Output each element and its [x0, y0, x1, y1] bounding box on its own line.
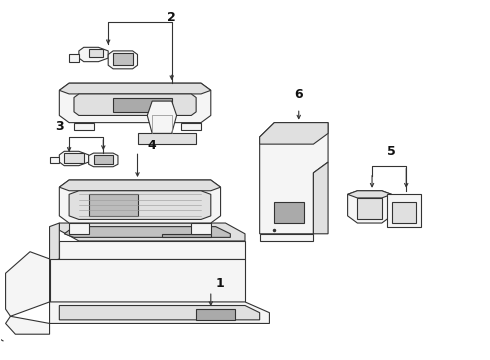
Polygon shape [5, 316, 49, 334]
Polygon shape [5, 252, 49, 316]
Polygon shape [260, 234, 314, 241]
Text: 3: 3 [55, 120, 64, 134]
Polygon shape [347, 191, 392, 198]
Polygon shape [94, 155, 113, 164]
Polygon shape [113, 98, 172, 112]
Polygon shape [69, 54, 79, 62]
Polygon shape [59, 83, 211, 123]
Polygon shape [181, 123, 201, 130]
Text: 1: 1 [216, 278, 224, 291]
Polygon shape [49, 223, 59, 262]
Polygon shape [59, 223, 245, 241]
Polygon shape [260, 123, 328, 144]
Polygon shape [69, 191, 211, 220]
Polygon shape [138, 134, 196, 144]
Polygon shape [196, 309, 235, 320]
Polygon shape [147, 101, 176, 134]
Polygon shape [162, 234, 211, 237]
Polygon shape [49, 259, 245, 302]
Polygon shape [314, 162, 328, 234]
Polygon shape [191, 223, 211, 234]
Polygon shape [64, 153, 84, 163]
Polygon shape [59, 241, 245, 259]
Polygon shape [59, 151, 89, 166]
Polygon shape [260, 123, 328, 234]
Polygon shape [59, 180, 220, 191]
Polygon shape [113, 53, 133, 64]
Polygon shape [59, 180, 220, 223]
Polygon shape [49, 157, 59, 163]
Polygon shape [274, 202, 304, 223]
Polygon shape [89, 153, 118, 167]
Polygon shape [89, 194, 138, 216]
Text: 4: 4 [147, 139, 156, 152]
Polygon shape [49, 302, 270, 323]
Polygon shape [74, 94, 196, 116]
Polygon shape [108, 51, 138, 69]
Polygon shape [347, 191, 392, 223]
Polygon shape [357, 198, 382, 220]
Polygon shape [74, 123, 94, 130]
Polygon shape [69, 223, 89, 234]
Text: 6: 6 [294, 88, 303, 101]
Polygon shape [64, 226, 230, 237]
Polygon shape [89, 49, 103, 57]
Polygon shape [387, 194, 421, 226]
Text: 5: 5 [387, 145, 396, 158]
Polygon shape [79, 47, 108, 62]
Polygon shape [392, 202, 416, 223]
Polygon shape [59, 306, 260, 320]
Polygon shape [59, 83, 211, 94]
Text: 2: 2 [167, 12, 176, 24]
